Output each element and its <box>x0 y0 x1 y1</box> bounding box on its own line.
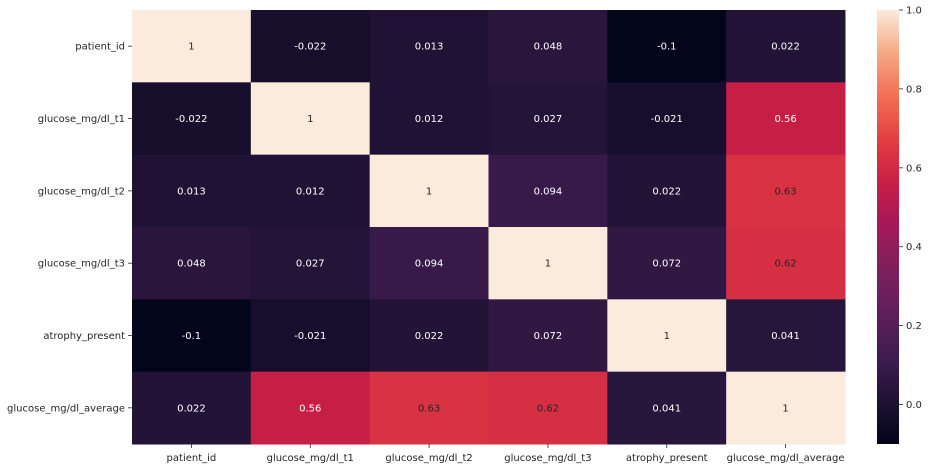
heatmap-cell <box>132 154 252 228</box>
cell-value-label: -0.022 <box>175 114 207 125</box>
heatmap-cell <box>488 371 608 445</box>
cell-value-label: -0.022 <box>294 42 326 53</box>
heatmap-cell <box>250 371 371 445</box>
cell-value-label: 0.022 <box>771 42 800 53</box>
cell-value-label: -0.021 <box>294 331 326 342</box>
y-tick-label: patient_id <box>75 42 125 53</box>
cell-value-label: 0.56 <box>774 114 796 125</box>
cell-value-label: 0.022 <box>177 403 206 414</box>
colorbar-tick-label: 0.6 <box>906 163 922 174</box>
cell-value-label: 0.094 <box>534 186 563 197</box>
heatmap-cell <box>607 10 727 83</box>
cell-value-label: -0.021 <box>651 114 683 125</box>
heatmap-cell <box>250 227 371 300</box>
cell-value-label: 0.041 <box>771 331 800 342</box>
cell-value-label: 0.013 <box>177 186 206 197</box>
cell-value-label: 1 <box>426 186 432 197</box>
cell-value-label: 0.094 <box>415 259 444 270</box>
heatmap-cell <box>132 82 252 156</box>
cell-value-label: 0.63 <box>774 186 796 197</box>
cell-value-label: 0.62 <box>774 259 796 270</box>
cell-value-label: 0.012 <box>296 186 325 197</box>
cell-value-label: -0.1 <box>657 42 677 53</box>
y-tick-label: atrophy_present <box>43 331 125 342</box>
heatmap-cell <box>369 227 489 300</box>
colorbar <box>877 10 899 444</box>
y-tick-label: glucose_mg/dl_t1 <box>38 114 125 125</box>
heatmap-cell <box>607 371 727 445</box>
heatmap-cell <box>607 227 727 300</box>
cell-value-label: 0.012 <box>415 114 444 125</box>
heatmap-cell <box>726 299 846 373</box>
x-tick-label: atrophy_present <box>626 453 708 464</box>
x-tick-label: glucose_mg/dl_t3 <box>504 453 591 464</box>
cell-value-label: 0.022 <box>415 331 444 342</box>
x-tick-label: glucose_mg/dl_t2 <box>385 453 472 464</box>
cell-value-label: 1 <box>188 42 194 53</box>
y-tick-label: glucose_mg/dl_t2 <box>38 186 125 197</box>
colorbar-tick-label: 1.0 <box>906 6 922 17</box>
heatmap-cell <box>726 10 846 83</box>
heatmap-cell <box>132 371 252 445</box>
colorbar-tick-label: 0.8 <box>906 84 922 95</box>
heatmap-cell <box>488 154 608 228</box>
colorbar-tick-label: 0.2 <box>906 321 922 332</box>
cell-value-label: 0.027 <box>296 259 325 270</box>
heatmap-cell <box>369 82 489 156</box>
cell-value-label: 1 <box>545 259 551 270</box>
heatmap-cell <box>132 227 252 300</box>
heatmap-cell <box>726 82 846 156</box>
heatmap-cell <box>250 82 371 156</box>
heatmap-cell <box>369 154 489 228</box>
heatmap-cell <box>132 10 252 83</box>
cell-value-label: 0.027 <box>534 114 563 125</box>
heatmap-cell <box>726 371 846 445</box>
heatmap-cell <box>250 10 371 83</box>
cell-value-label: 0.62 <box>537 403 559 414</box>
heatmap-cell <box>369 371 489 445</box>
heatmap-cell <box>607 299 727 373</box>
heatmap-cell <box>369 299 489 373</box>
heatmap-cell <box>488 299 608 373</box>
heatmap-cell <box>132 299 252 373</box>
colorbar-tick-label: 0.4 <box>906 242 922 253</box>
y-tick-label: glucose_mg/dl_t3 <box>38 259 125 270</box>
cell-value-label: 0.041 <box>652 403 681 414</box>
cell-value-label: -0.1 <box>182 331 202 342</box>
cell-value-label: 0.56 <box>299 403 321 414</box>
heatmap-cell <box>607 82 727 156</box>
cell-value-label: 0.072 <box>534 331 563 342</box>
heatmap-cell <box>607 154 727 228</box>
cell-value-label: 0.013 <box>415 42 444 53</box>
heatmap-cell <box>488 10 608 83</box>
cell-value-label: 1 <box>664 331 670 342</box>
heatmap-cell <box>369 10 489 83</box>
cell-value-label: 0.072 <box>652 259 681 270</box>
heatmap-cell <box>250 299 371 373</box>
cell-value-label: 0.63 <box>418 403 440 414</box>
heatmap-cell <box>726 227 846 300</box>
x-tick-label: glucose_mg/dl_average <box>727 453 845 464</box>
heatmap-cell <box>488 82 608 156</box>
cell-value-label: 0.048 <box>177 259 206 270</box>
cell-value-label: 1 <box>307 114 313 125</box>
x-tick-label: glucose_mg/dl_t1 <box>267 453 354 464</box>
cell-value-label: 0.048 <box>534 42 563 53</box>
x-tick-label: patient_id <box>167 453 217 464</box>
cell-value-label: 1 <box>782 403 788 414</box>
y-tick-label: glucose_mg/dl_average <box>7 403 125 414</box>
cell-value-label: 0.022 <box>652 186 681 197</box>
heatmap-cell <box>726 154 846 228</box>
colorbar-tick-label: 0.0 <box>906 400 922 411</box>
heatmap-cell <box>250 154 371 228</box>
heatmap-cell <box>488 227 608 300</box>
